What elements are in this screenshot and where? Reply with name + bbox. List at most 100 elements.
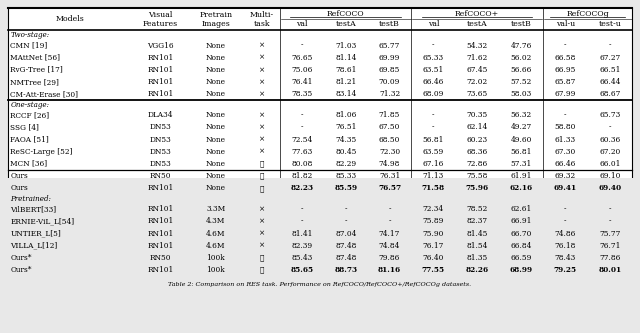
Text: 47.76: 47.76 bbox=[510, 42, 532, 50]
Text: DLA34: DLA34 bbox=[147, 111, 173, 119]
Text: 69.10: 69.10 bbox=[599, 172, 621, 180]
Text: 74.35: 74.35 bbox=[335, 136, 356, 144]
Text: 4.6M: 4.6M bbox=[206, 242, 226, 250]
Text: 81.16: 81.16 bbox=[378, 266, 401, 274]
Text: 66.59: 66.59 bbox=[510, 254, 532, 262]
Text: 67.50: 67.50 bbox=[379, 124, 400, 132]
Text: Ours: Ours bbox=[10, 172, 28, 180]
Text: None: None bbox=[206, 42, 226, 50]
Text: -: - bbox=[432, 111, 435, 119]
Text: 80.01: 80.01 bbox=[598, 266, 621, 274]
Text: -: - bbox=[344, 205, 347, 213]
Text: 81.35: 81.35 bbox=[467, 254, 488, 262]
Text: ✓: ✓ bbox=[260, 254, 264, 262]
Text: ×: × bbox=[259, 205, 265, 213]
Text: 68.50: 68.50 bbox=[379, 136, 400, 144]
Text: ✓: ✓ bbox=[260, 172, 264, 180]
Text: 68.67: 68.67 bbox=[599, 90, 621, 98]
Text: 56.32: 56.32 bbox=[511, 111, 532, 119]
Text: 56.81: 56.81 bbox=[422, 136, 444, 144]
Text: 69.41: 69.41 bbox=[554, 184, 577, 192]
Text: Visual
Features: Visual Features bbox=[143, 11, 178, 28]
Text: val: val bbox=[296, 20, 308, 28]
Text: 61.91: 61.91 bbox=[510, 172, 532, 180]
Text: ×: × bbox=[259, 42, 265, 50]
Text: 76.31: 76.31 bbox=[379, 172, 400, 180]
Text: 66.51: 66.51 bbox=[599, 66, 621, 74]
Text: -: - bbox=[344, 217, 347, 225]
Text: ReSC-Large [52]: ReSC-Large [52] bbox=[10, 148, 72, 156]
Text: 81.14: 81.14 bbox=[335, 54, 356, 62]
Text: 75.89: 75.89 bbox=[422, 217, 444, 225]
Text: Ours: Ours bbox=[10, 184, 28, 192]
Text: 81.06: 81.06 bbox=[335, 111, 356, 119]
Text: 65.33: 65.33 bbox=[423, 54, 444, 62]
Text: 56.81: 56.81 bbox=[510, 148, 532, 156]
Text: 76.41: 76.41 bbox=[291, 78, 312, 86]
Text: 77.55: 77.55 bbox=[422, 266, 445, 274]
Text: RN101: RN101 bbox=[147, 242, 173, 250]
Text: MAttNet [56]: MAttNet [56] bbox=[10, 54, 60, 62]
Text: DN53: DN53 bbox=[149, 160, 171, 168]
Text: 66.46: 66.46 bbox=[422, 78, 444, 86]
Text: 85.33: 85.33 bbox=[335, 172, 356, 180]
Text: Models: Models bbox=[56, 15, 84, 23]
Text: VilBERT[33]: VilBERT[33] bbox=[10, 205, 56, 213]
Text: 82.29: 82.29 bbox=[335, 160, 356, 168]
Text: 71.62: 71.62 bbox=[467, 54, 488, 62]
Text: 66.91: 66.91 bbox=[510, 217, 532, 225]
Text: UNTIER_L[5]: UNTIER_L[5] bbox=[10, 229, 61, 237]
Text: 54.32: 54.32 bbox=[467, 42, 488, 50]
Text: testB: testB bbox=[511, 20, 531, 28]
Text: val: val bbox=[428, 20, 439, 28]
Text: ×: × bbox=[259, 124, 265, 132]
Text: Table 2: Comparison on RES task. Performance on RefCOCO/RefCOCO+/RefCOCOg datase: Table 2: Comparison on RES task. Perform… bbox=[168, 282, 472, 287]
Text: 60.23: 60.23 bbox=[467, 136, 488, 144]
Text: 72.02: 72.02 bbox=[467, 78, 488, 86]
Text: 69.32: 69.32 bbox=[555, 172, 576, 180]
Text: RefCOCO: RefCOCO bbox=[327, 10, 365, 18]
Text: 62.14: 62.14 bbox=[467, 124, 488, 132]
Text: None: None bbox=[206, 184, 226, 192]
Text: 73.65: 73.65 bbox=[467, 90, 488, 98]
Text: CMN [19]: CMN [19] bbox=[10, 42, 47, 50]
Text: 79.86: 79.86 bbox=[379, 254, 400, 262]
Text: None: None bbox=[206, 54, 226, 62]
Text: 75.96: 75.96 bbox=[466, 184, 489, 192]
Text: 85.43: 85.43 bbox=[291, 254, 312, 262]
Text: -: - bbox=[432, 124, 435, 132]
Text: testB: testB bbox=[379, 20, 400, 28]
Text: 65.73: 65.73 bbox=[599, 111, 621, 119]
Text: CM-Att-Erase [30]: CM-Att-Erase [30] bbox=[10, 90, 78, 98]
Text: 3.3M: 3.3M bbox=[206, 205, 225, 213]
Text: 72.34: 72.34 bbox=[423, 205, 444, 213]
Text: 81.41: 81.41 bbox=[291, 229, 312, 237]
Text: 100k: 100k bbox=[207, 266, 225, 274]
Text: 66.46: 66.46 bbox=[555, 160, 576, 168]
Text: 66.95: 66.95 bbox=[555, 66, 576, 74]
Text: 4.3M: 4.3M bbox=[206, 217, 225, 225]
Text: -: - bbox=[609, 42, 611, 50]
Text: 57.31: 57.31 bbox=[511, 160, 532, 168]
Text: -: - bbox=[301, 42, 303, 50]
Text: 58.80: 58.80 bbox=[555, 124, 576, 132]
Text: 77.86: 77.86 bbox=[599, 254, 621, 262]
Text: ×: × bbox=[259, 111, 265, 119]
Text: val-u: val-u bbox=[556, 20, 575, 28]
Text: ✓: ✓ bbox=[260, 184, 264, 192]
Text: 4.6M: 4.6M bbox=[206, 229, 226, 237]
Text: 81.45: 81.45 bbox=[467, 229, 488, 237]
Text: SSG [4]: SSG [4] bbox=[10, 124, 39, 132]
Text: 88.73: 88.73 bbox=[334, 266, 357, 274]
Text: 80.45: 80.45 bbox=[335, 148, 356, 156]
Text: DN53: DN53 bbox=[149, 136, 171, 144]
Text: 87.48: 87.48 bbox=[335, 242, 356, 250]
Text: None: None bbox=[206, 136, 226, 144]
Text: Ours*: Ours* bbox=[10, 254, 32, 262]
Text: 67.30: 67.30 bbox=[555, 148, 576, 156]
Text: 62.61: 62.61 bbox=[511, 205, 532, 213]
Text: ×: × bbox=[259, 136, 265, 144]
Text: RefCOCO+: RefCOCO+ bbox=[455, 10, 499, 18]
Text: RefCOCOg: RefCOCOg bbox=[566, 10, 609, 18]
Text: 68.99: 68.99 bbox=[509, 266, 532, 274]
